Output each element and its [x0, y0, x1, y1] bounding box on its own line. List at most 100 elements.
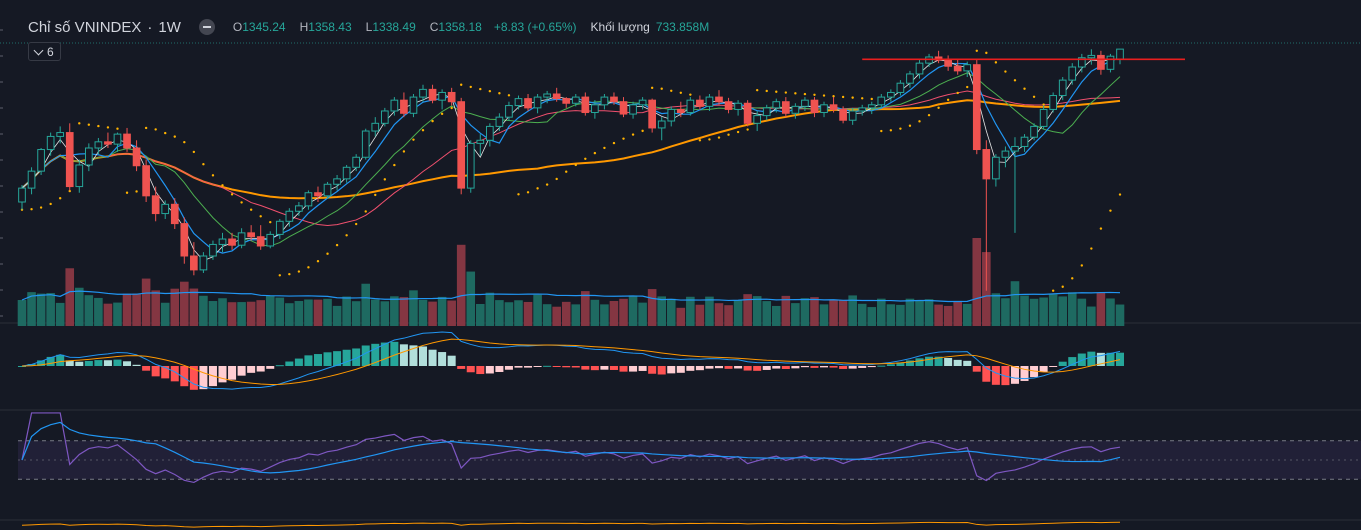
symbol-title[interactable]: Chỉ số VNINDEX [28, 18, 142, 36]
volume-bar [313, 299, 323, 326]
macd-histogram-bar [418, 346, 428, 366]
collapse-icon[interactable] [198, 19, 215, 35]
macd-histogram-bar [438, 352, 447, 366]
volume-bar [94, 297, 103, 326]
macd-histogram-bar [858, 366, 867, 368]
sar-dot [221, 184, 224, 187]
sar-dot [975, 49, 978, 52]
volume-bar [180, 281, 189, 326]
volume-bar [1010, 281, 1020, 326]
sar-dot [144, 126, 148, 130]
volume-bar [686, 296, 695, 326]
macd-histogram-bar [1049, 366, 1058, 367]
candle-body [638, 99, 647, 106]
indicators-count: 6 [47, 44, 54, 59]
macd-histogram-bar [657, 366, 666, 375]
sar-dot [402, 150, 406, 153]
volume-bar [342, 296, 351, 326]
candle-body [1087, 54, 1096, 59]
sar-dot [58, 197, 62, 200]
macd-histogram-bar [103, 360, 112, 366]
sar-dot [269, 220, 272, 224]
candle-body [781, 101, 790, 114]
volume-bar [771, 305, 781, 326]
candle-body [94, 141, 103, 149]
volume-bar [647, 289, 657, 326]
candle-body [323, 183, 332, 197]
volume-bar [953, 300, 962, 326]
candle-body [419, 88, 427, 98]
candle-body [390, 99, 399, 112]
sar-dot [937, 106, 940, 109]
volume-bar [962, 303, 972, 326]
sar-dot [1099, 227, 1103, 230]
candle-body [676, 108, 685, 114]
volume-bar [160, 302, 170, 326]
macd-histogram-bar [75, 361, 84, 366]
sar-dot [288, 272, 291, 276]
macd-histogram-bar [886, 364, 895, 366]
volume-bar [46, 293, 55, 326]
candle-body [476, 139, 485, 144]
candle-body [982, 149, 991, 180]
interval-label[interactable]: 1W [158, 18, 181, 36]
sar-dot [584, 157, 587, 161]
macd-histogram-bar [1001, 366, 1010, 386]
candle-body [104, 141, 112, 145]
volume-bar [399, 297, 409, 326]
sar-dot [192, 150, 196, 154]
macd-histogram-bar [590, 366, 599, 371]
candle-body [266, 233, 275, 247]
volume-bar [447, 300, 456, 326]
candle-body [142, 165, 150, 197]
volume-bar [514, 300, 523, 326]
candle-body [877, 96, 886, 106]
volume-bar [151, 290, 160, 326]
macd-histogram-bar [84, 360, 93, 366]
volume-bar [590, 299, 600, 326]
macd-histogram-bar [638, 366, 647, 371]
volume-bar [857, 303, 867, 326]
macd-histogram-bar [944, 357, 953, 366]
candle-body [848, 110, 857, 121]
sar-dot [1051, 289, 1055, 292]
candle-body [533, 96, 542, 109]
sar-dot [603, 146, 606, 150]
volume-bar [800, 298, 810, 326]
volume-bar [428, 301, 437, 326]
candle-body [629, 104, 637, 115]
volume-bar [256, 300, 265, 326]
macd-histogram-bar [275, 365, 284, 367]
indicators-toggle-button[interactable]: 6 [28, 42, 61, 61]
chart-legend: Chỉ số VNINDEX · 1W O1345.24 H1358.43 L1… [28, 16, 709, 38]
volume-bar [437, 296, 447, 326]
sar-dot [908, 124, 912, 127]
volume-bar [523, 301, 533, 326]
macd-histogram-bar [533, 366, 542, 367]
candle-body [963, 64, 972, 72]
macd-histogram-bar [963, 360, 972, 366]
macd-histogram-bar [323, 352, 332, 366]
volume-bar [332, 305, 342, 326]
sar-dot [68, 189, 71, 193]
volume-bar [1087, 306, 1096, 326]
sar-dot [861, 97, 864, 100]
volume-bar [103, 303, 113, 326]
macd-histogram-bar [953, 359, 962, 366]
volume-bar [619, 298, 628, 326]
ma-50-line [21, 99, 1121, 200]
volume-bar [132, 293, 141, 326]
volume-bar [695, 304, 705, 326]
volume-bar [199, 295, 208, 326]
sar-dot [736, 130, 740, 134]
candle-body [361, 130, 370, 158]
candle-body [46, 135, 55, 151]
macd-histogram-bar [543, 365, 552, 367]
candle-body [199, 255, 208, 271]
macd-histogram-bar [247, 366, 256, 373]
sar-dot [479, 87, 482, 91]
sar-dot [545, 183, 549, 186]
volume-bar [409, 290, 418, 326]
sar-dot [259, 215, 262, 218]
